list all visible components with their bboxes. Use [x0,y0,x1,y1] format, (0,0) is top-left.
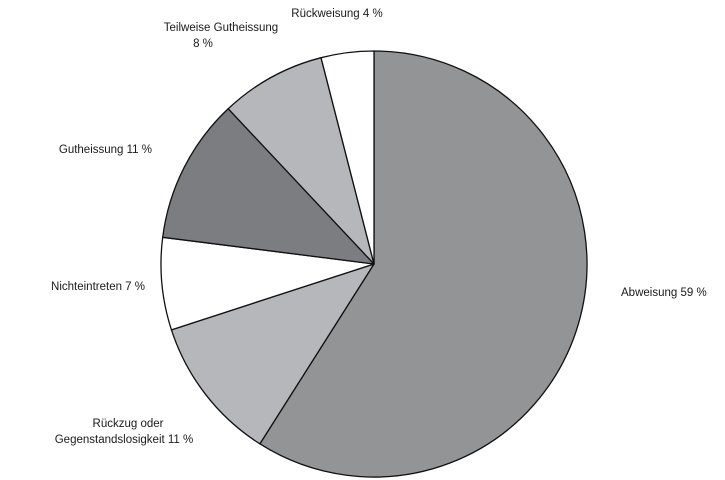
label-rueckzug: Rückzug oder [93,418,164,430]
label-nichteintreten: Nichteintreten 7 % [51,281,145,293]
pie-slice-abweisung [259,50,588,478]
label-gutheissung: Gutheissung 11 % [59,144,152,156]
label-teilweise-gutheissung: Teilweise Gutheissung [164,22,278,34]
pie-slices [160,50,588,478]
pie-slice-gutheissung [162,108,375,265]
pie-slice-rueckzug [170,263,375,445]
label-rueckzug-line2: Gegenstandslosigkeit 11 % [55,434,194,446]
label-abweisung: Abweisung 59 % [621,287,707,299]
pie-slice-rueckweisung [320,50,375,265]
label-rueckweisung: Rückweisung 4 % [291,8,382,20]
label-teilweise-gutheissung-line2: 8 % [193,38,213,50]
pie-slice-teilweise-gutheissung [227,57,375,265]
